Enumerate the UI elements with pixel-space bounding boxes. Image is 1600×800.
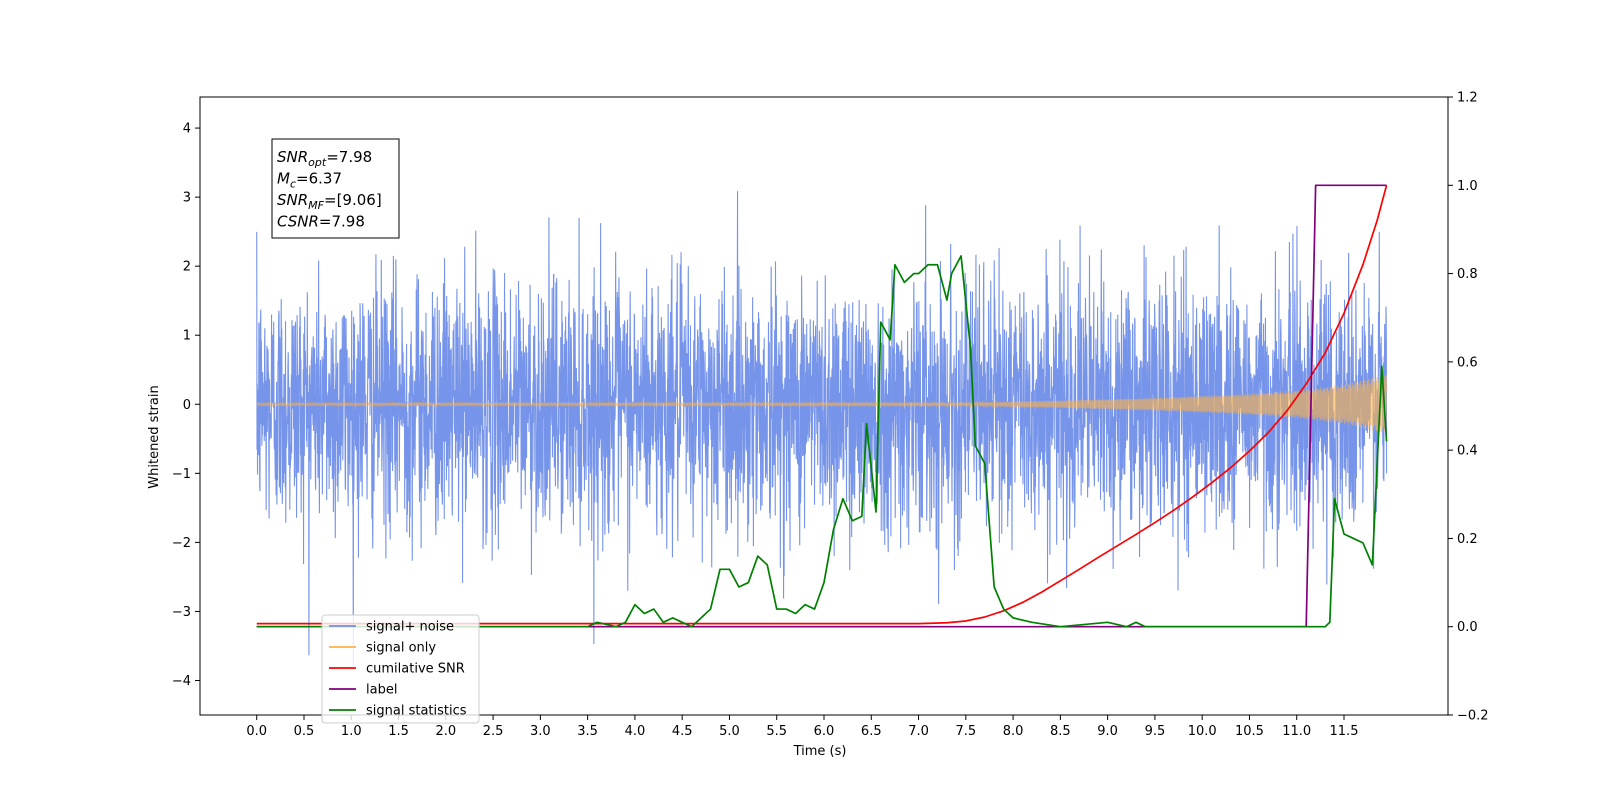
x-axis-label: Time (s) [793, 744, 847, 759]
y-tick-label: −2 [172, 536, 191, 551]
x-tick-label: 10.0 [1188, 724, 1217, 739]
annotation-frame [271, 138, 400, 239]
x-tick-label: 9.0 [1097, 724, 1118, 739]
x-tick-label: 9.5 [1145, 724, 1166, 739]
x-tick-label: 0.5 [294, 724, 315, 739]
x-tick-label: 4.0 [625, 724, 646, 739]
x-tick-label: 7.0 [908, 724, 929, 739]
y-tick-label: −1 [172, 467, 191, 482]
y-tick-label: −3 [172, 605, 191, 620]
annotation-line: CSNR=7.98 [277, 213, 365, 231]
y2-tick-label: −0.2 [1457, 709, 1489, 724]
y-tick-label: −4 [172, 674, 191, 689]
annotation-line: Mc=6.37 [277, 170, 342, 191]
x-tick-label: 3.5 [577, 724, 598, 739]
annotation-subscript: opt [308, 156, 327, 169]
y2-tick-label: 1.2 [1457, 91, 1478, 106]
y2-tick-label: 0.2 [1457, 532, 1478, 547]
y-tick-label: 0 [183, 398, 191, 413]
series-signal-statistics-line [256, 255, 1388, 628]
legend-frame [321, 614, 480, 724]
y-tick-label: 1 [183, 329, 191, 344]
legend-label: cumilative SNR [366, 662, 465, 677]
annotation-subscript: c [290, 178, 296, 191]
annotation-variable: M [277, 170, 290, 188]
legend-label: signal+ noise [366, 620, 454, 635]
y2-tick-label: 0.0 [1457, 620, 1478, 635]
x-tick-label: 8.5 [1050, 724, 1071, 739]
x-tick-label: 6.5 [861, 724, 882, 739]
x-tick-label: 8.0 [1003, 724, 1024, 739]
legend-label: signal only [366, 641, 436, 656]
annotation-line: SNRopt=7.98 [277, 148, 372, 169]
annotation-variable: SNR [277, 148, 308, 166]
x-tick-label: 11.0 [1282, 724, 1311, 739]
y-tick-label: 3 [183, 191, 191, 206]
y2-tick-label: 1.0 [1457, 179, 1478, 194]
y-tick-label: 2 [183, 260, 191, 275]
legend-label: label [366, 683, 397, 698]
y-axis-left: 4 3 2 1 0 −1 −2 −3 −4 [172, 122, 200, 689]
annotation-variable: SNR [277, 191, 308, 209]
x-axis: 0.0 0.5 1.0 1.5 2.0 2.5 3.0 3.5 4.0 4.5 5.0 5.5 6.0 6… [246, 715, 1358, 739]
x-tick-label: 10.5 [1235, 724, 1264, 739]
annotation-subscript: MF [308, 199, 324, 212]
x-tick-label: 1.5 [388, 724, 409, 739]
x-tick-label: 5.0 [719, 724, 740, 739]
legend-label: signal statistics [366, 704, 467, 719]
x-tick-label: 0.0 [246, 724, 267, 739]
y2-tick-label: 0.4 [1457, 444, 1478, 459]
x-tick-label: 4.5 [672, 724, 693, 739]
x-tick-label: 6.0 [814, 724, 835, 739]
y2-tick-label: 0.8 [1457, 267, 1478, 282]
series-cumulative-snr-line [256, 185, 1388, 625]
series-label-line [256, 184, 1387, 628]
series-signal-noise-line [256, 191, 1388, 665]
y-tick-label: 4 [183, 122, 191, 137]
annotation-line: SNRMF=[9.06] [277, 191, 382, 212]
y-axis-right: 1.2 1.0 0.8 0.6 0.4 0.2 0.0 −0.2 [1448, 91, 1489, 724]
x-tick-label: 3.0 [530, 724, 551, 739]
x-tick-label: 7.5 [955, 724, 976, 739]
x-tick-label: 2.5 [483, 724, 504, 739]
y2-tick-label: 0.6 [1457, 355, 1478, 370]
annotation-value: =7.98 [319, 213, 365, 231]
annotation-value: =7.98 [326, 148, 372, 166]
plot-series-group [256, 184, 1388, 665]
legend: signal+ noise signal only cumilative SNR la… [321, 614, 480, 724]
x-tick-label: 11.5 [1330, 724, 1359, 739]
annotation-value: =[9.06] [324, 191, 382, 209]
x-tick-label: 2.0 [435, 724, 456, 739]
series-signal-only-line [256, 375, 1388, 434]
y-axis-label: Whitened strain [147, 385, 162, 488]
annotation-value: =6.37 [296, 170, 342, 188]
annotation-variable: CSNR [277, 213, 319, 231]
x-tick-label: 5.5 [766, 724, 787, 739]
x-tick-label: 1.0 [341, 724, 362, 739]
